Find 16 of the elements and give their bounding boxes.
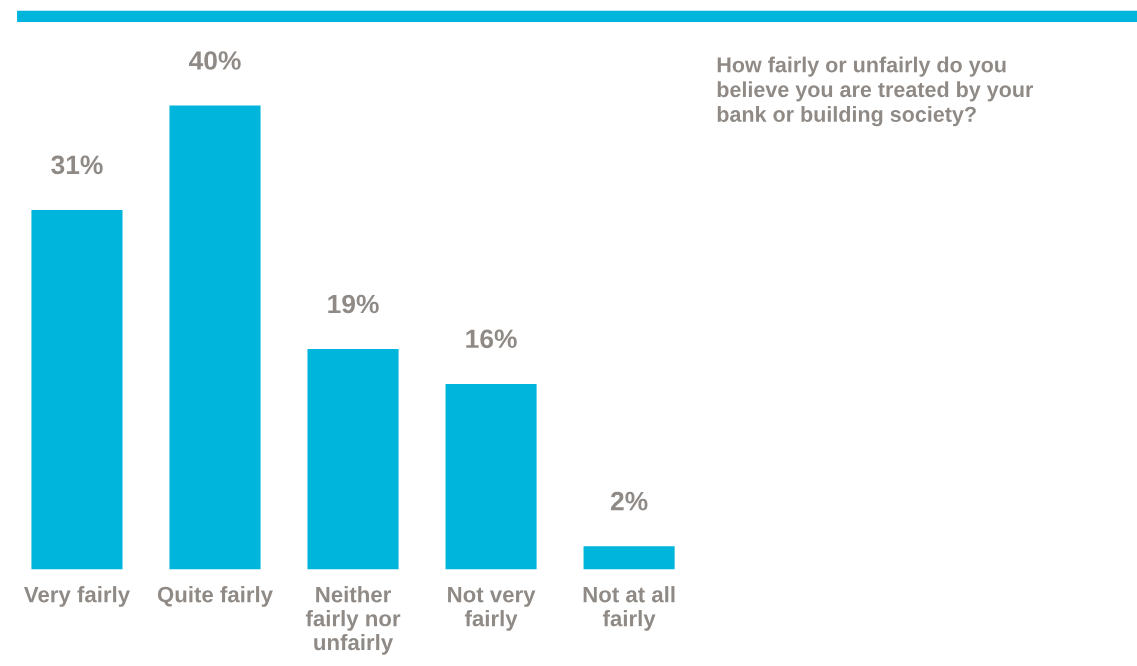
x-tick-label: Not very fairly: [448, 586, 536, 631]
x-tick-label: Quite fairly: [157, 586, 273, 607]
x-tick-label: Very fairly: [24, 586, 130, 607]
x-tick-label: Neither fairly nor unfairly: [305, 586, 401, 655]
data-label: 31%: [51, 155, 103, 175]
data-label: 40%: [189, 51, 241, 70]
data-label: 16%: [466, 329, 517, 349]
x-tick-label: Not at all fairly: [583, 586, 675, 631]
bar: [169, 105, 261, 570]
bar: [583, 546, 675, 570]
data-label: 19%: [328, 294, 379, 314]
data-label: 2%: [610, 491, 648, 511]
text: How fairly or unfairly do you believe you are treated by your bank or building society?: [717, 56, 1034, 127]
bar: [307, 349, 399, 570]
bar: [31, 209, 123, 570]
bar: [445, 383, 537, 570]
